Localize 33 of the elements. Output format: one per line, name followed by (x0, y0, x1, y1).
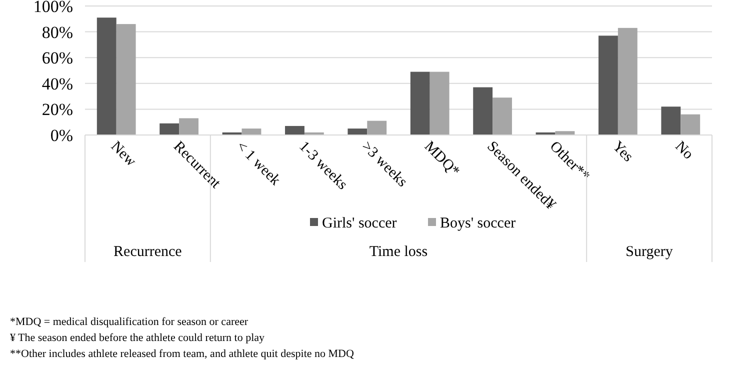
x-tick-label: Yes (609, 138, 636, 166)
legend-label: Girls' soccer (322, 215, 397, 232)
text: Recurrence (114, 244, 182, 260)
y-tick-label: 20% (42, 100, 73, 120)
bar (160, 123, 180, 135)
text: Surgery (626, 244, 674, 260)
bar (285, 126, 304, 135)
bar (242, 128, 262, 135)
y-tick-label: 40% (42, 74, 73, 94)
bar (598, 36, 618, 135)
bar (680, 114, 700, 135)
y-tick-label: 0% (50, 126, 73, 145)
text: *MDQ = medical disqualification for season or career (10, 316, 248, 328)
legend-label: Boys' soccer (440, 215, 516, 232)
text: **Other includes athlete released from team, and athlete quit despite no MDQ (10, 348, 354, 360)
y-tick-label: 80% (42, 22, 73, 42)
x-tick-label: New (108, 138, 139, 170)
y-tick-label: 60% (42, 48, 73, 68)
bar (348, 128, 368, 135)
bar (430, 72, 450, 135)
bar (492, 98, 512, 135)
bar (410, 72, 430, 135)
bar (473, 87, 493, 135)
bar (618, 28, 638, 135)
text: Time loss (369, 244, 428, 260)
text: ¥ The season ended before the athlete could return to play (10, 332, 266, 344)
bar (179, 118, 198, 135)
y-tick-label: 100% (33, 0, 73, 16)
x-tick-label: No (672, 138, 696, 163)
bar (661, 106, 681, 135)
bar (367, 120, 387, 135)
bar (116, 24, 136, 135)
bar (96, 18, 116, 135)
